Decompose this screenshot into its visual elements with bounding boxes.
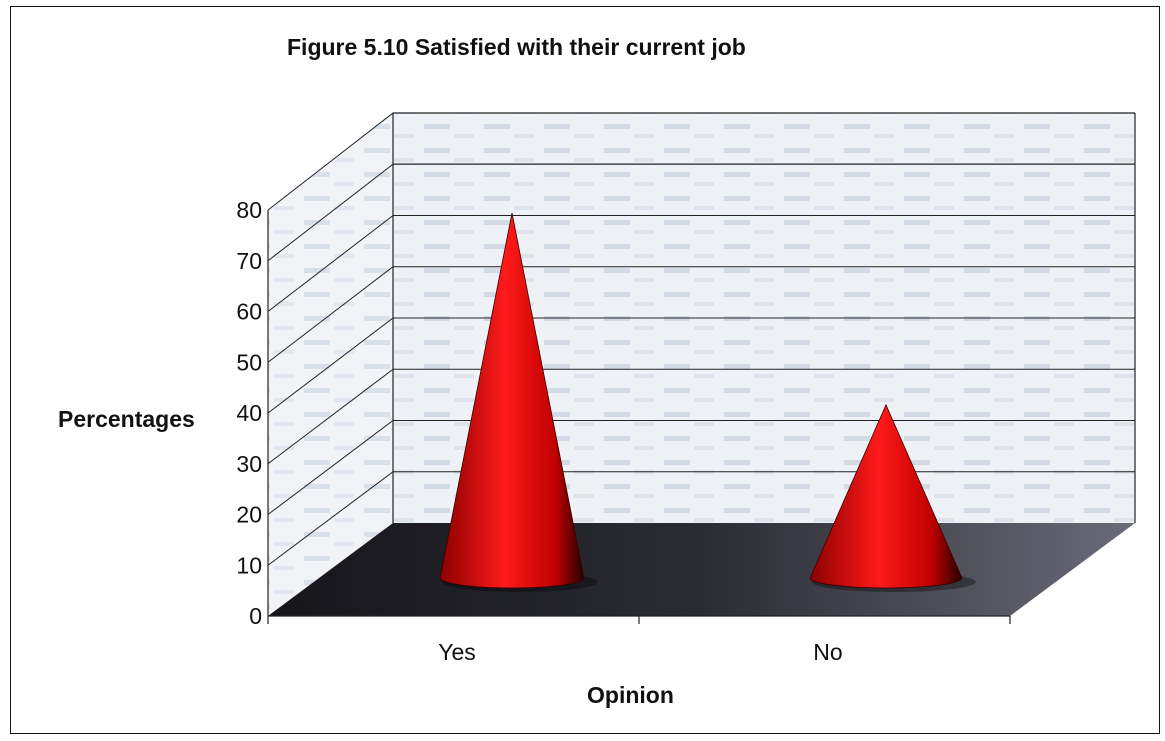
x-category-label: No bbox=[813, 639, 842, 665]
y-tick-label: 10 bbox=[236, 552, 262, 578]
x-category-label: Yes bbox=[438, 639, 476, 665]
y-tick-label: 0 bbox=[249, 603, 262, 629]
y-tick-label: 70 bbox=[236, 248, 262, 274]
cone-no bbox=[809, 403, 976, 592]
y-tick-label: 40 bbox=[236, 400, 262, 426]
chart-side-wall bbox=[268, 113, 393, 616]
y-tick-label: 30 bbox=[236, 451, 262, 477]
y-tick-labels: 0 10 20 30 40 50 60 70 80 bbox=[236, 197, 262, 629]
chart-floor bbox=[268, 523, 1135, 616]
cone-bar bbox=[809, 403, 963, 589]
cone-bar bbox=[439, 212, 585, 589]
y-tick-label: 80 bbox=[236, 197, 262, 223]
y-tick-label: 50 bbox=[236, 349, 262, 375]
y-tick-label: 60 bbox=[236, 299, 262, 325]
chart-cones bbox=[439, 212, 976, 592]
y-axis-label: Percentages bbox=[58, 406, 195, 432]
x-category-labels: Yes No bbox=[438, 639, 842, 665]
chart-title: Figure 5.10 Satisfied with their current… bbox=[287, 34, 746, 60]
cone-yes bbox=[439, 212, 598, 592]
y-tick-label: 20 bbox=[236, 502, 262, 528]
x-axis-label: Opinion bbox=[587, 682, 674, 708]
